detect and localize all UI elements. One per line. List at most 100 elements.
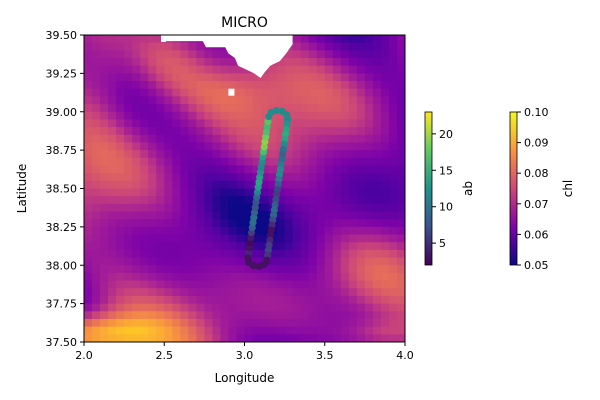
heatmap-cell: [236, 142, 246, 151]
heatmap-cell: [124, 219, 133, 228]
heatmap-cell: [308, 280, 318, 289]
heatmap-cell: [84, 157, 93, 167]
heatmap-cell: [292, 272, 302, 282]
heatmap-cell: [332, 288, 342, 297]
heatmap-cell: [204, 234, 214, 243]
heatmap-cell: [332, 65, 342, 74]
heatmap-cell: [332, 318, 342, 328]
heatmap-cell: [116, 295, 125, 305]
heatmap-cell: [188, 96, 197, 105]
heatmap-cell: [196, 173, 205, 182]
heatmap-cell: [188, 203, 197, 213]
heatmap-cell: [92, 334, 101, 342]
heatmap-cell: [204, 211, 214, 220]
heatmap-cell: [196, 50, 205, 59]
heatmap-cell: [100, 88, 109, 97]
heatmap-cell: [140, 265, 149, 274]
heatmap-cell: [308, 142, 318, 151]
heatmap-cell: [204, 280, 214, 289]
heatmap-cell: [324, 249, 334, 259]
heatmap-cell: [228, 219, 238, 228]
heatmap-cell: [100, 42, 109, 51]
heatmap-cell: [244, 119, 254, 128]
land-polygon: [161, 35, 293, 78]
heatmap-cell: [300, 134, 310, 144]
heatmap-cell: [332, 303, 342, 312]
heatmap-cell: [332, 165, 342, 174]
heatmap-cell: [252, 334, 262, 342]
heatmap-cell: [276, 295, 286, 305]
heatmap-cell: [332, 104, 342, 113]
heatmap-cell: [276, 334, 286, 342]
heatmap-cell: [364, 111, 374, 121]
heatmap-cell: [100, 234, 109, 243]
heatmap-cell: [332, 134, 342, 144]
heatmap-cell: [92, 58, 101, 67]
heatmap-cell: [84, 242, 93, 251]
heatmap-cell: [220, 165, 230, 174]
heatmap-cell: [332, 272, 342, 282]
heatmap-cell: [300, 180, 310, 190]
heatmap-cell: [356, 111, 366, 121]
heatmap-cell: [292, 180, 302, 190]
heatmap-cell: [188, 104, 197, 113]
heatmap-cell: [124, 88, 133, 97]
heatmap-cell: [100, 249, 109, 259]
heatmap-cell: [188, 81, 197, 90]
heatmap-cell: [228, 58, 238, 67]
heatmap-cell: [284, 96, 294, 105]
heatmap-cell: [180, 58, 189, 67]
heatmap-cell: [308, 196, 318, 205]
heatmap-cell: [300, 58, 310, 67]
heatmap-cell: [92, 104, 101, 113]
heatmap-cell: [220, 226, 230, 236]
heatmap-cell: [380, 119, 390, 128]
heatmap-cell: [132, 288, 141, 297]
heatmap-cell: [156, 288, 165, 297]
heatmap-cell: [220, 134, 230, 144]
heatmap-cell: [188, 111, 197, 121]
heatmap-cell: [380, 311, 390, 320]
heatmap-cell: [92, 288, 101, 297]
heatmap-cell: [308, 173, 318, 182]
heatmap-cell: [388, 234, 398, 243]
heatmap-cell: [108, 242, 117, 251]
heatmap-cell: [364, 272, 374, 282]
heatmap-cell: [188, 157, 197, 167]
heatmap-cell: [92, 157, 101, 167]
heatmap-cell: [252, 257, 262, 266]
heatmap-cell: [196, 242, 205, 251]
heatmap-cell: [324, 104, 334, 113]
heatmap-cell: [340, 196, 350, 205]
heatmap-cell: [116, 211, 125, 220]
heatmap-cell: [124, 180, 133, 190]
heatmap-cell: [108, 196, 117, 205]
heatmap-cell: [316, 88, 326, 97]
heatmap-cell: [348, 65, 358, 74]
heatmap-cell: [348, 265, 358, 274]
heatmap-cell: [388, 50, 398, 59]
heatmap-cell: [228, 65, 238, 74]
heatmap-cell: [284, 173, 294, 182]
heatmap-cell: [348, 219, 358, 228]
heatmap-cell: [228, 334, 238, 342]
heatmap-cell: [172, 203, 181, 213]
heatmap-cell: [372, 203, 382, 213]
heatmap-cell: [364, 211, 374, 220]
heatmap-cell: [228, 288, 238, 297]
heatmap-cell: [324, 211, 334, 220]
heatmap-cell: [244, 127, 254, 136]
heatmap-cell: [220, 211, 230, 220]
colorbar-tick-label: 20: [439, 128, 453, 141]
heatmap-cell: [268, 188, 278, 197]
heatmap-cell: [140, 42, 149, 51]
heatmap-cell: [268, 73, 278, 82]
heatmap-cell: [300, 311, 310, 320]
heatmap-cell: [388, 119, 398, 128]
heatmap-cell: [260, 272, 270, 282]
heatmap-cell: [340, 173, 350, 182]
track-point: [244, 254, 252, 262]
heatmap-cell: [188, 142, 197, 151]
heatmap-cell: [132, 257, 141, 266]
heatmap-cell: [196, 104, 205, 113]
